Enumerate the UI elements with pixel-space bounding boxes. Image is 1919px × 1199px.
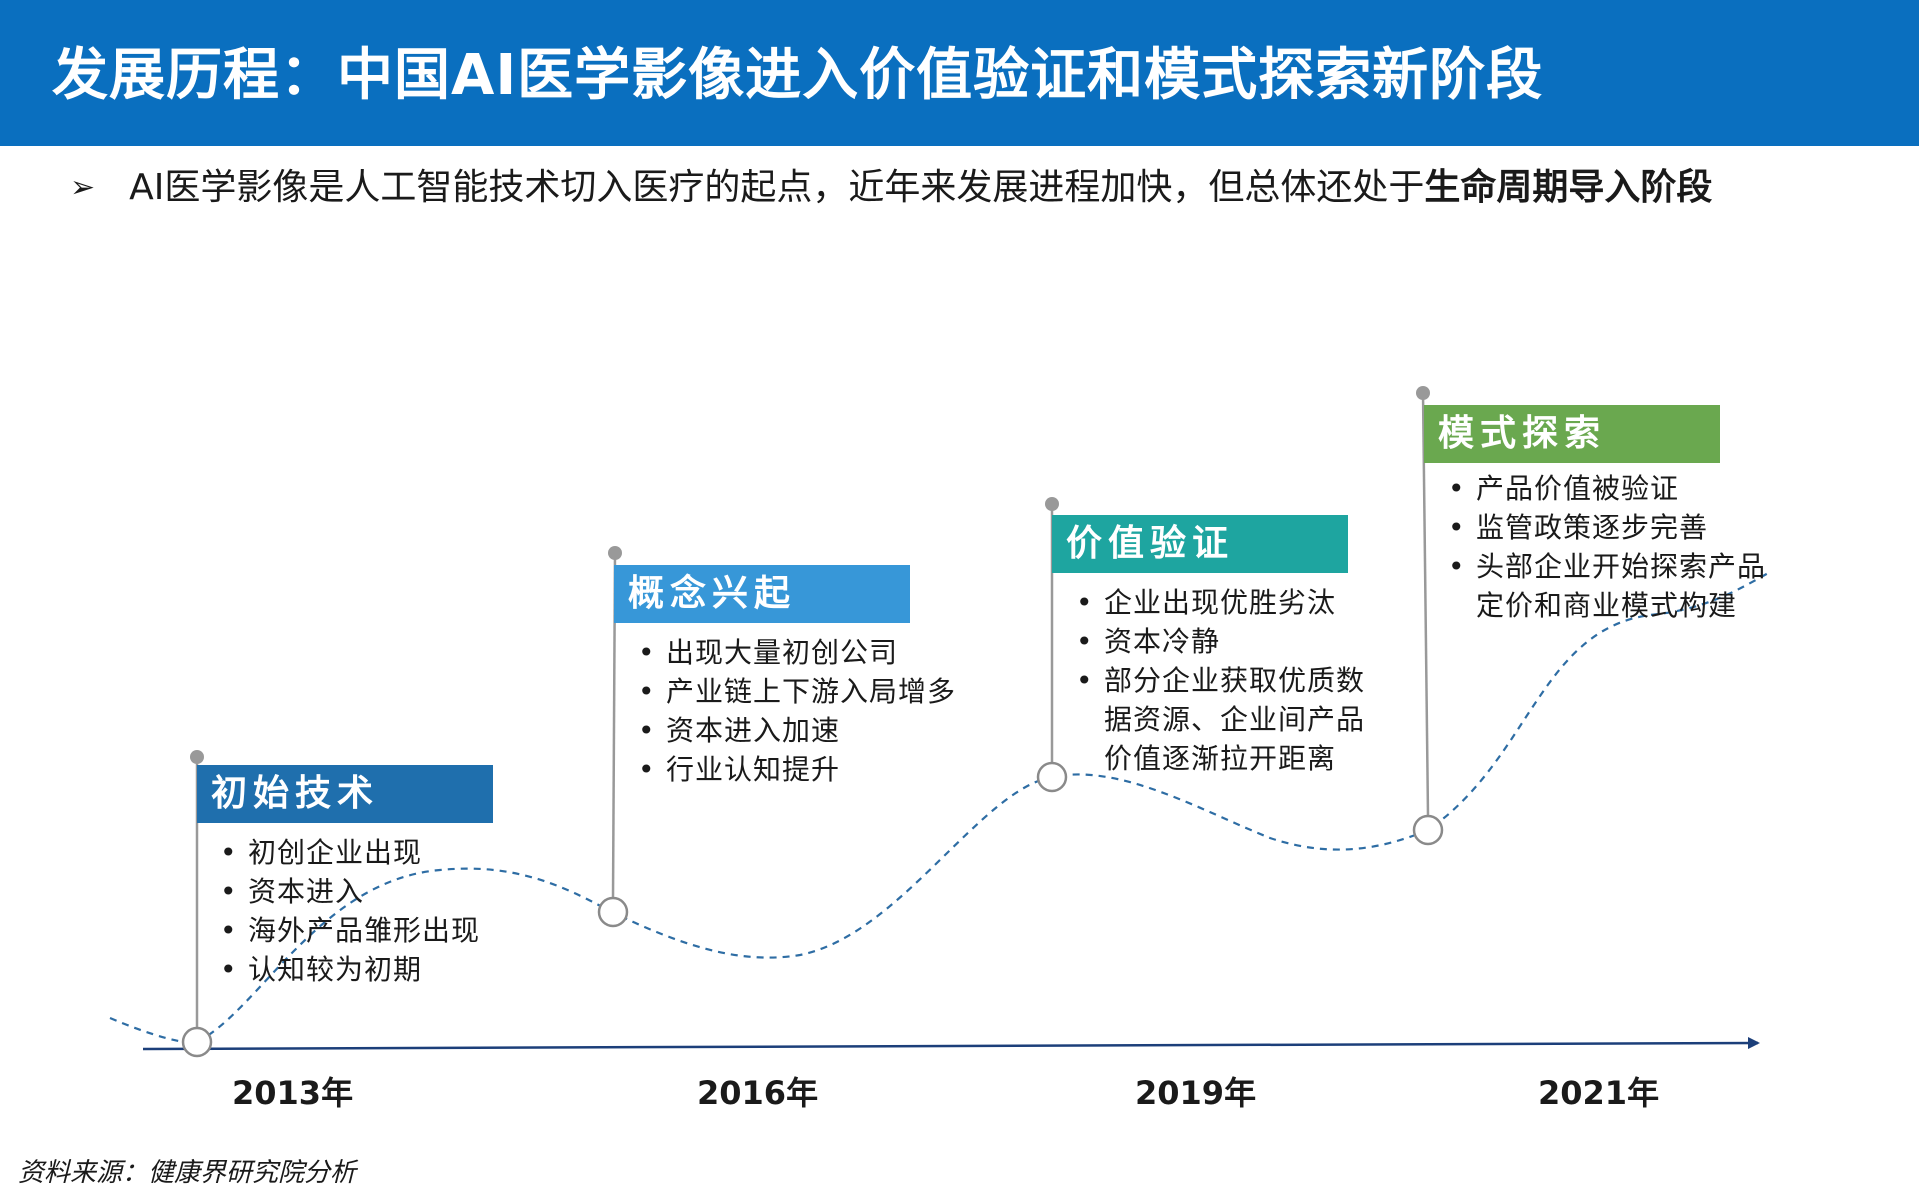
list-item: • 出现大量初创公司 bbox=[638, 636, 899, 669]
stage-list-value-validation: • 企业出现优胜劣汰 • 资本冷静 • 部分企业获取优质数 据资源、企业间产品 价值逐… bbox=[1064, 583, 1365, 778]
stage-title-concept-rise: 概念兴起 bbox=[614, 565, 910, 623]
list-item: • 监管政策逐步完善 bbox=[1448, 511, 1709, 544]
milestone-node-4 bbox=[1412, 814, 1444, 846]
stage-title-model-exploration: 模式探索 bbox=[1424, 405, 1720, 463]
list-item: • 认知较为初期 bbox=[220, 953, 423, 986]
pole-tip-1 bbox=[190, 750, 204, 764]
list-item: • 部分企业获取优质数 bbox=[1076, 664, 1366, 697]
year-label-2019: 2019年 bbox=[1135, 1074, 1257, 1112]
key-point-emphasis: 生命周期导入阶段 bbox=[1424, 167, 1713, 208]
key-point-text: AI医学影像是人工智能技术切入医疗的起点，近年来发展进程加快，但总体还处于 bbox=[129, 167, 1425, 208]
year-label-2021: 2021年 bbox=[1538, 1074, 1660, 1112]
milestone-node-2 bbox=[597, 896, 629, 928]
stage-title-initial-tech: 初始技术 bbox=[197, 765, 493, 823]
header-bar: 发展历程：中国AI医学影像进入价值验证和模式探索新阶段 bbox=[0, 0, 1919, 146]
milestone-node-3 bbox=[1036, 761, 1068, 793]
list-item: • 产业链上下游入局增多 bbox=[638, 675, 957, 708]
list-item: • 海外产品雏形出现 bbox=[220, 914, 481, 947]
flag-pole-4 bbox=[1421, 392, 1430, 817]
growth-curve bbox=[109, 571, 1771, 1044]
page-title: 发展历程：中国AI医学影像进入价值验证和模式探索新阶段 bbox=[52, 43, 1544, 108]
milestone-node-1 bbox=[181, 1026, 213, 1058]
list-item: • 行业认知提升 bbox=[638, 753, 841, 786]
list-item: • 企业出现优胜劣汰 bbox=[1076, 586, 1337, 619]
list-item: 据资源、企业间产品 bbox=[1104, 703, 1366, 736]
list-item: • 产品价值被验证 bbox=[1448, 472, 1680, 505]
key-point: ➢ AI医学影像是人工智能技术切入医疗的起点，近年来发展进程加快，但总体还处于生命… bbox=[70, 166, 1712, 210]
list-item: • 初创企业出现 bbox=[220, 836, 423, 869]
list-item: • 资本进入加速 bbox=[638, 714, 841, 747]
arrow-bullet-icon: ➢ bbox=[70, 170, 96, 205]
list-item: • 资本冷静 bbox=[1076, 625, 1221, 658]
list-item: • 资本进入 bbox=[220, 875, 365, 908]
list-item: 价值逐渐拉开距离 bbox=[1104, 742, 1337, 775]
pole-tip-2 bbox=[608, 546, 622, 560]
pole-tip-4 bbox=[1416, 386, 1430, 400]
pole-tip-3 bbox=[1045, 497, 1059, 511]
list-item: 定价和商业模式构建 bbox=[1476, 589, 1738, 622]
stage-title-value-validation: 价值验证 bbox=[1052, 515, 1348, 573]
year-label-2016: 2016年 bbox=[697, 1074, 819, 1112]
timeline-axis bbox=[142, 1037, 1760, 1051]
stage-list-initial-tech: • 初创企业出现 • 资本进入 • 海外产品雏形出现 • 认知较为初期 bbox=[208, 833, 480, 989]
stage-list-model-exploration: • 产品价值被验证 • 监管政策逐步完善 • 头部企业开始探索产品 定价和商业模式构建 bbox=[1436, 469, 1766, 625]
year-label-2013: 2013年 bbox=[232, 1074, 354, 1112]
list-item: • 头部企业开始探索产品 bbox=[1448, 550, 1767, 583]
source-note: 资料来源：健康界研究院分析 bbox=[18, 1158, 357, 1188]
stage-list-concept-rise: • 出现大量初创公司 • 产业链上下游入局增多 • 资本进入加速 • 行业认知提升 bbox=[626, 633, 956, 789]
